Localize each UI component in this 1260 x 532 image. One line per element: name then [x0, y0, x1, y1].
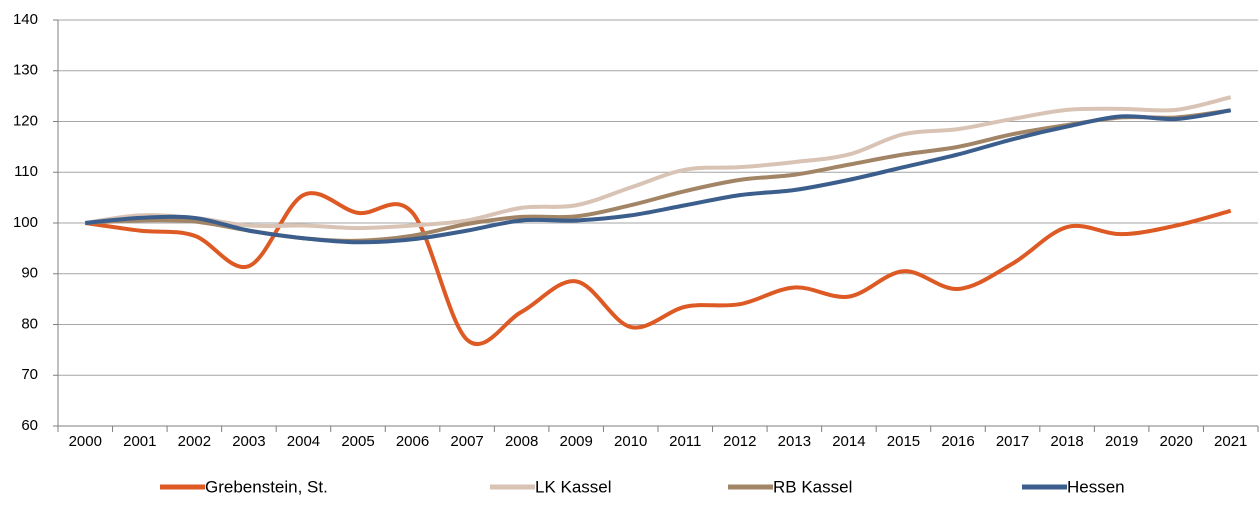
legend-label: Hessen [1067, 477, 1125, 496]
x-tick-label: 2002 [178, 433, 211, 450]
x-tick-label: 2014 [832, 433, 865, 450]
x-tick-label: 2013 [778, 433, 811, 450]
legend-label: LK Kassel [535, 477, 612, 496]
x-tick-label: 2010 [614, 433, 647, 450]
x-tick-label: 2019 [1105, 433, 1138, 450]
x-tick-label: 2007 [450, 433, 483, 450]
y-tick-label: 90 [21, 265, 38, 282]
legend-label: RB Kassel [773, 477, 852, 496]
y-tick-label: 80 [21, 315, 38, 332]
line-series [85, 108, 1232, 245]
y-tick-label: 60 [21, 417, 38, 434]
x-tick-label: 2018 [1050, 433, 1083, 450]
line-series [84, 191, 1232, 347]
y-tick-label: 130 [13, 62, 38, 79]
y-tick-label: 140 [13, 11, 38, 28]
x-tick-label: 2009 [559, 433, 592, 450]
y-tick-label: 120 [13, 112, 38, 129]
x-tick-label: 2001 [123, 433, 156, 450]
x-tick-label: 2012 [723, 433, 756, 450]
line-series [84, 95, 1232, 231]
x-tick-label: 2004 [287, 433, 320, 450]
x-tick-label: 2000 [69, 433, 102, 450]
y-tick-label: 100 [13, 214, 38, 231]
x-tick-label: 2008 [505, 433, 538, 450]
y-tick-label: 70 [21, 366, 38, 383]
x-tick-label: 2003 [232, 433, 265, 450]
x-tick-label: 2017 [996, 433, 1029, 450]
x-tick-label: 2005 [341, 433, 374, 450]
x-tick-label: 2011 [669, 433, 701, 450]
legend-label: Grebenstein, St. [205, 477, 328, 496]
x-tick-label: 2015 [887, 433, 920, 450]
y-tick-label: 110 [14, 163, 38, 180]
x-tick-label: 2016 [941, 433, 974, 450]
x-tick-label: 2006 [396, 433, 429, 450]
x-tick-label: 2021 [1214, 433, 1247, 450]
x-tick-label: 2020 [1159, 433, 1192, 450]
